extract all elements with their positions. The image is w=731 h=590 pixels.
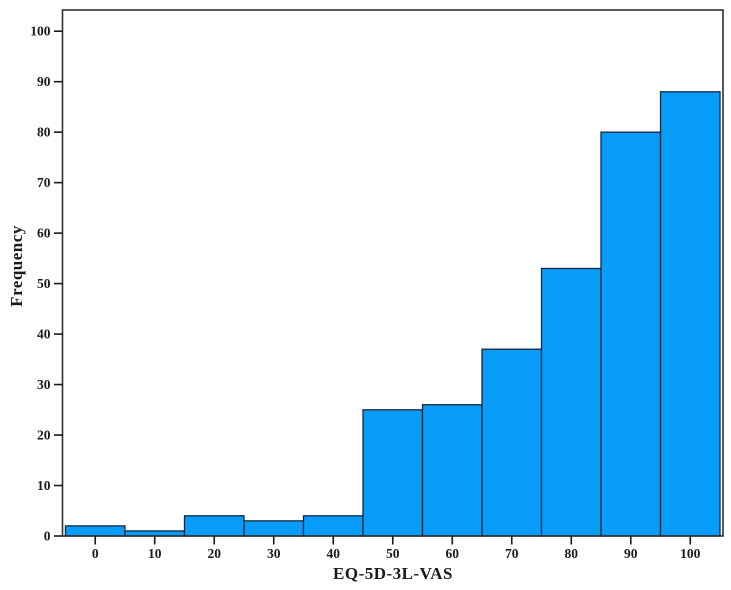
histogram-bar-70 <box>481 348 543 537</box>
x-tick-label: 10 <box>148 546 162 561</box>
x-tick-label: 80 <box>565 546 579 561</box>
x-tick-label: 100 <box>680 546 701 561</box>
x-tick-label: 70 <box>505 546 519 561</box>
y-tick-label: 40 <box>37 327 51 342</box>
x-tick-label: 50 <box>386 546 400 561</box>
y-tick-label: 60 <box>37 226 51 241</box>
y-tick-label: 70 <box>37 175 51 190</box>
x-tick-label: 90 <box>624 546 638 561</box>
y-tick-label: 20 <box>37 428 51 443</box>
y-tick-label: 100 <box>30 24 51 39</box>
y-tick-label: 90 <box>37 74 51 89</box>
x-tick-label: 20 <box>207 546 221 561</box>
x-tick-label: 40 <box>326 546 340 561</box>
histogram-bar-90 <box>600 131 662 537</box>
y-tick-label: 30 <box>37 377 51 392</box>
histogram-bar-50 <box>362 409 424 537</box>
histogram-bar-100 <box>659 91 721 537</box>
histogram-bar-0 <box>64 525 126 537</box>
y-axis-title: Frequency <box>7 225 26 307</box>
y-tick-label: 10 <box>37 478 51 493</box>
y-tick-label: 80 <box>37 125 51 140</box>
x-axis-title: EQ-5D-3L-VAS <box>333 564 453 583</box>
histogram-bar-80 <box>540 267 602 537</box>
y-tick-label: 50 <box>37 276 51 291</box>
histogram-bar-40 <box>302 515 364 537</box>
x-tick-label: 30 <box>267 546 281 561</box>
x-tick-label: 60 <box>446 546 460 561</box>
histogram-bar-30 <box>243 520 305 537</box>
y-tick-label: 0 <box>44 529 51 544</box>
histogram-bar-20 <box>183 515 245 537</box>
histogram-bar-60 <box>421 404 483 537</box>
x-tick-label: 0 <box>92 546 99 561</box>
